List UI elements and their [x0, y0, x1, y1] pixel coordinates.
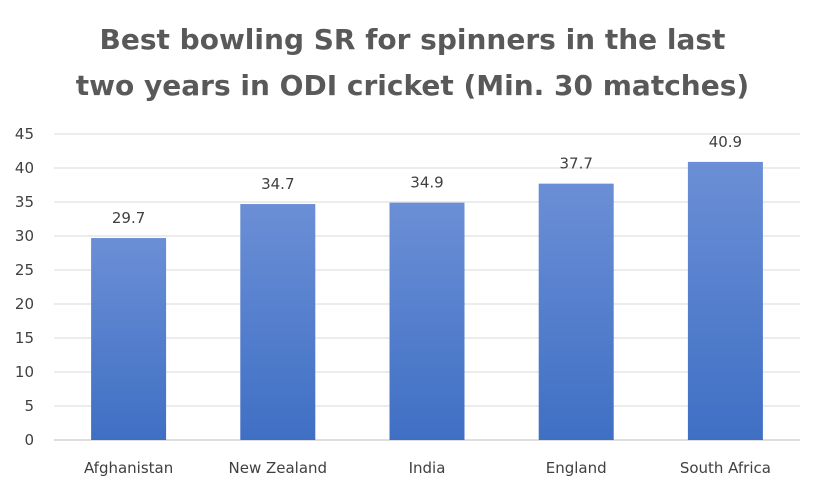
- x-tick-label: India: [409, 459, 446, 477]
- bar-england: [538, 183, 614, 440]
- bar-india: [389, 202, 465, 440]
- data-label: 40.9: [709, 133, 742, 151]
- bar-south-africa: [687, 161, 763, 440]
- y-tick-label: 10: [15, 363, 34, 381]
- bar-new-zealand: [240, 204, 316, 440]
- chart-title-line-2: two years in ODI cricket (Min. 30 matche…: [75, 69, 750, 102]
- y-tick-label: 40: [15, 159, 34, 177]
- chart-title-line-1: Best bowling SR for spinners in the last: [99, 23, 726, 56]
- data-label: 29.7: [112, 209, 145, 227]
- y-tick-label: 20: [15, 295, 34, 313]
- y-tick-label: 30: [15, 227, 34, 245]
- y-tick-label: 15: [15, 329, 34, 347]
- x-tick-label: New Zealand: [229, 459, 328, 477]
- y-tick-label: 0: [24, 431, 34, 449]
- data-label: 37.7: [559, 155, 592, 173]
- x-tick-label: England: [546, 459, 607, 477]
- y-tick-label: 35: [15, 193, 34, 211]
- bar-afghanistan: [91, 238, 167, 440]
- y-tick-label: 45: [15, 125, 34, 143]
- data-label: 34.9: [410, 174, 443, 192]
- y-tick-label: 5: [24, 397, 34, 415]
- y-tick-label: 25: [15, 261, 34, 279]
- x-tick-label: South Africa: [680, 459, 771, 477]
- data-label: 34.7: [261, 175, 294, 193]
- x-tick-label: Afghanistan: [84, 459, 173, 477]
